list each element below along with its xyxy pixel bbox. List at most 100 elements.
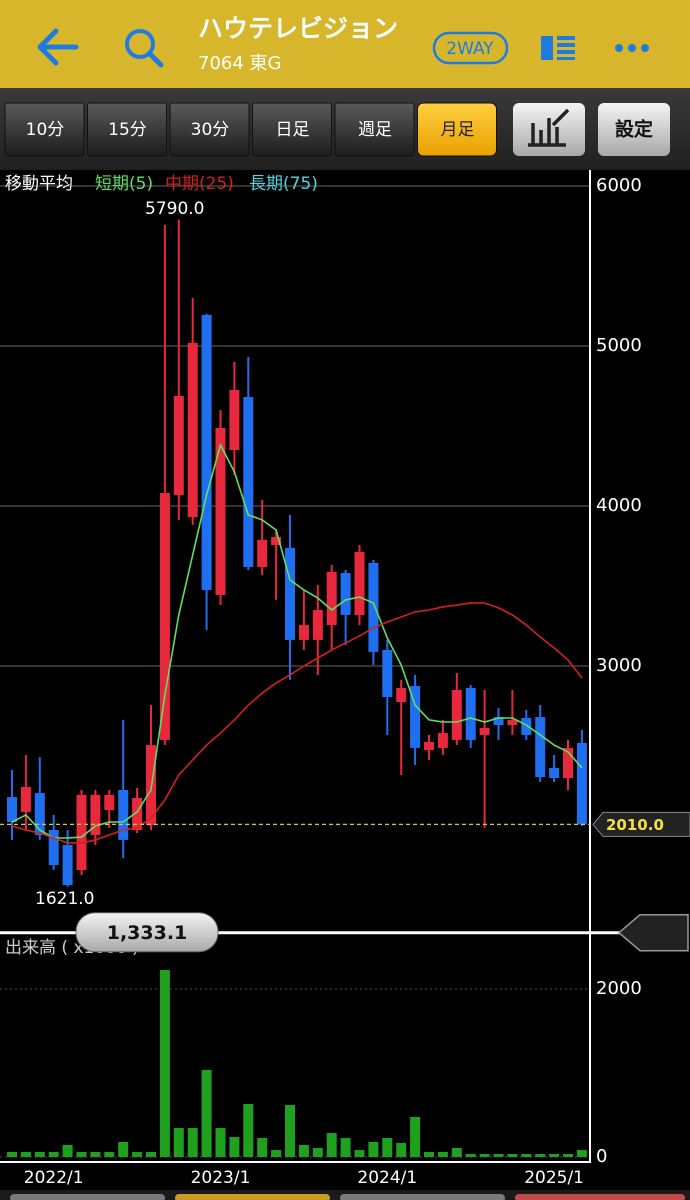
candle-body: [535, 717, 546, 778]
candle-body: [118, 790, 129, 840]
crosshair-handle: [617, 913, 689, 952]
moving-average-line: [11, 602, 583, 844]
crosshair-pill: [75, 912, 219, 953]
tab[interactable]: 15分: [87, 102, 167, 157]
volume-bar: [173, 1128, 184, 1157]
candle-body: [479, 727, 490, 735]
volume-bar: [437, 1151, 448, 1157]
list-icon: [557, 43, 575, 47]
search-button[interactable]: [125, 29, 164, 68]
candle-body: [243, 397, 254, 567]
volume-bar: [451, 1148, 462, 1157]
last-price-tag: [592, 811, 690, 837]
candle-body: [382, 650, 393, 698]
volume-bar: [132, 1151, 143, 1157]
candle-body: [549, 767, 560, 778]
y-tick-label: 3000: [596, 655, 642, 676]
more-button[interactable]: [615, 44, 649, 52]
tab[interactable]: 30分: [169, 102, 250, 157]
bottom-tab: [515, 1194, 685, 1200]
candle-body: [285, 547, 295, 640]
candle-body: [215, 427, 226, 595]
x-tick-label: 2024/1: [357, 1168, 417, 1188]
volume-bar: [118, 1141, 129, 1157]
candle-body: [90, 794, 101, 835]
tab-bg: [334, 102, 415, 157]
tab-bg: [169, 102, 250, 157]
candle-body: [187, 342, 198, 518]
search-icon-handle: [147, 51, 164, 68]
tab-bg: [87, 102, 167, 157]
volume-bar: [312, 1148, 323, 1157]
tab[interactable]: 10分: [4, 102, 85, 157]
candle-body: [132, 798, 143, 830]
volume-bar: [104, 1151, 115, 1157]
candle-body: [76, 794, 87, 870]
y-tick-label: 0: [596, 1146, 607, 1167]
twoway-button[interactable]: 2WAY: [432, 31, 509, 65]
back-button[interactable]: [37, 28, 79, 66]
tab-label: 日足: [276, 120, 310, 140]
candle-body: [326, 571, 337, 626]
volume-bar: [146, 1151, 156, 1157]
candle-body: [451, 690, 462, 740]
volume-bar: [201, 1069, 212, 1157]
volume-bar: [576, 1150, 587, 1157]
tab-bg: [252, 102, 332, 157]
back-icon: [37, 28, 79, 66]
volume-bar: [410, 1117, 421, 1157]
list-button[interactable]: [541, 36, 575, 60]
volume-bar: [34, 1151, 45, 1157]
x-tick-label: 2025/1: [524, 1168, 584, 1188]
candle-body: [437, 733, 448, 748]
chart-style-button[interactable]: [513, 103, 585, 156]
high-label: 5790.0: [145, 199, 204, 219]
x-tick-label: 2022/1: [24, 1168, 84, 1188]
settings-label: 設定: [615, 118, 653, 141]
candle-body: [354, 551, 365, 615]
tab-bg: [417, 102, 497, 157]
candle-body: [576, 742, 587, 825]
volume-bar: [159, 969, 170, 1157]
y-tick-label: 2000: [596, 978, 642, 999]
tab[interactable]: 週足: [334, 102, 415, 157]
candle-body: [7, 797, 17, 822]
candle-body: [312, 610, 323, 640]
candle-body: [563, 747, 573, 778]
candle-body: [159, 493, 170, 740]
badge-text: 2WAY: [446, 39, 494, 59]
candle-body: [410, 686, 421, 748]
volume-bar: [257, 1138, 268, 1157]
volume-bar: [424, 1151, 434, 1157]
volume-bar: [215, 1128, 226, 1157]
volume-bar: [507, 1153, 518, 1157]
volume-bar: [90, 1151, 101, 1157]
candle-body: [465, 687, 476, 740]
candle-body: [368, 562, 379, 652]
candle-body: [62, 845, 73, 886]
settings-button[interactable]: 設定: [598, 103, 670, 156]
volume-bar: [340, 1138, 351, 1157]
candle-body: [521, 718, 532, 735]
bottom-tab: [175, 1194, 330, 1200]
candle-body: [340, 573, 351, 615]
last-price-label: 2010.0: [606, 816, 664, 834]
candle-body: [201, 314, 212, 590]
candle-body: [396, 687, 407, 702]
candle-body: [298, 625, 309, 640]
candle-body: [257, 539, 268, 567]
tab-label: 月足: [441, 120, 475, 140]
volume-bar: [76, 1151, 87, 1157]
volume-bar: [493, 1153, 504, 1157]
candle-body: [48, 830, 59, 866]
candle-body: [229, 390, 240, 450]
dot: [615, 44, 623, 52]
tab-label: 10分: [26, 120, 65, 140]
candle-body: [424, 742, 434, 750]
volume-bar: [368, 1141, 379, 1157]
tabs: 10分 15分 30分 日足 週足 月足: [4, 102, 497, 157]
tab[interactable]: 日足: [252, 102, 332, 157]
tab[interactable]: 月足: [417, 102, 497, 157]
volume-bar: [396, 1142, 407, 1157]
list-icon: [557, 57, 575, 60]
